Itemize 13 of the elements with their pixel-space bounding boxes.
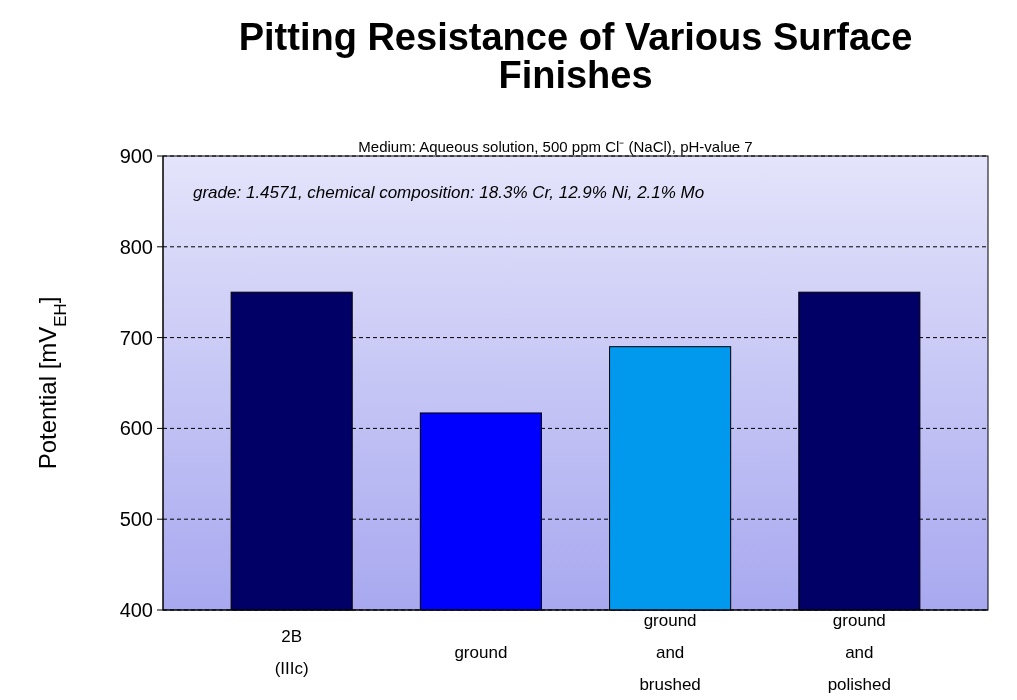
y-tick-label: 600 bbox=[119, 417, 153, 440]
y-tick-label: 900 bbox=[119, 145, 153, 167]
y-tick-label: 400 bbox=[119, 599, 153, 621]
text: Medium: Aqueous solution, 500 ppm Cl⁻ (NaCl), pH-value 7 bbox=[358, 138, 753, 155]
x-tick-label: 2B (IIIc) bbox=[274, 627, 309, 678]
chart-title: Pitting Resistance of Various Surface Finishes bbox=[238, 16, 913, 96]
x-tick-label: ground and brushed bbox=[639, 611, 701, 694]
y-tick-label: 700 bbox=[119, 326, 153, 349]
y-tick-label: 500 bbox=[119, 508, 153, 531]
x-tick-label: ground bbox=[454, 643, 508, 662]
x-tick-label: ground and polished bbox=[827, 611, 891, 694]
y-tick-label: 800 bbox=[119, 235, 153, 258]
annotation: grade: 1.4571, chemical composition: 18.3% Cr, 12.9% Ni, 2.1% Mo bbox=[193, 183, 705, 202]
